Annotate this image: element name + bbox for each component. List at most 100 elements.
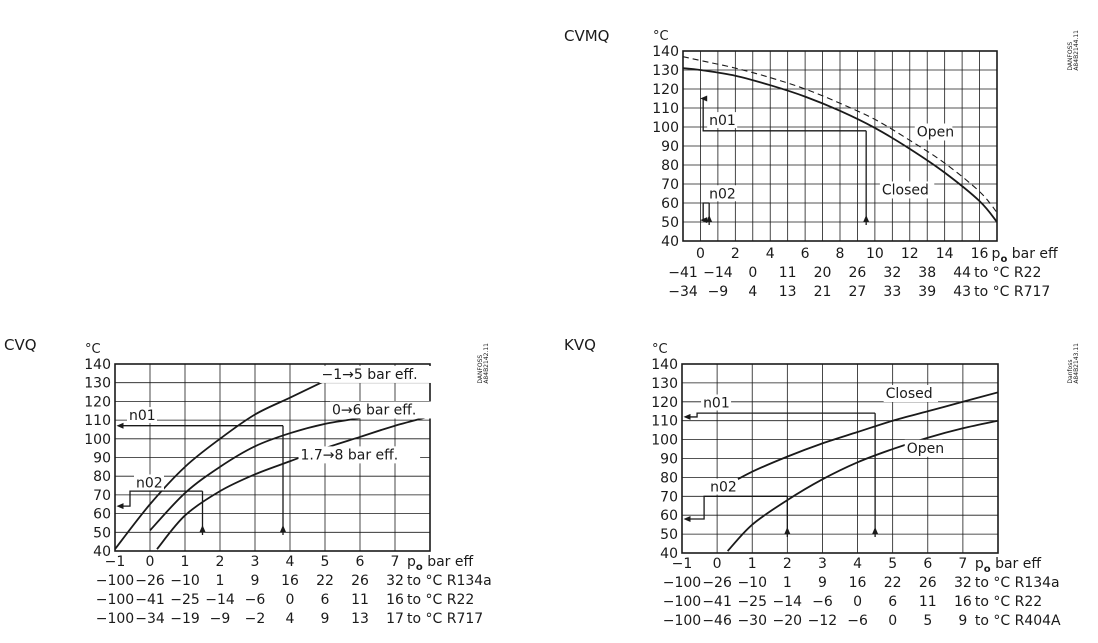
cvmq-row0-value: −41 xyxy=(668,265,698,281)
cvmq-annotation-1: n02 xyxy=(709,186,736,202)
cvq-ytick-label: 130 xyxy=(84,376,111,392)
cvq-row0-value: −10 xyxy=(170,573,200,589)
cvmq-plot-frame xyxy=(682,50,998,242)
cvmq-annotation-2: Open xyxy=(917,125,954,141)
cvq-row2-value: −2 xyxy=(245,611,266,627)
cvmq-label-bg-2 xyxy=(914,123,953,141)
kvq-row1-value: −25 xyxy=(737,594,767,610)
kvq-row2-value: −20 xyxy=(773,613,803,629)
cvq-row2-value: 17 xyxy=(386,611,404,627)
cvq-row0-value: 26 xyxy=(351,573,369,589)
kvq-row0-value: 1 xyxy=(783,575,792,591)
cvq-xtick-label: 0 xyxy=(146,554,155,570)
cvq-xtick-label: 7 xyxy=(391,554,400,570)
kvq-label-bg-n02 xyxy=(708,478,739,495)
kvq-row2-value: 5 xyxy=(923,613,932,629)
cvq-row1-value: −14 xyxy=(205,592,235,608)
cvq-xtick-label: 2 xyxy=(216,554,225,570)
cvq-row2-suffix: to °C R717 xyxy=(407,611,483,627)
cvq-row2-value: 13 xyxy=(351,611,369,627)
kvq-row1-value: −41 xyxy=(702,594,732,610)
cvq-row1-value: 16 xyxy=(386,592,404,608)
kvq-annotation-0: n01 xyxy=(703,395,730,411)
kvq-xtick-label: 5 xyxy=(888,556,897,572)
cvq-ytick-label: 90 xyxy=(93,451,111,467)
cvq-annotation-0: n01 xyxy=(129,408,156,424)
cvmq-row1-value: 21 xyxy=(814,284,832,300)
cvq-xtick-label: 6 xyxy=(356,554,365,570)
cvq-row1-value: 6 xyxy=(321,592,330,608)
cvq-uparrow-n01 xyxy=(280,525,286,532)
cvmq-annotation-0: n01 xyxy=(709,113,736,129)
kvq-row0-value: −100 xyxy=(663,575,701,591)
cvq-row1-value: −6 xyxy=(245,592,266,608)
cvq-ytick-label: 70 xyxy=(93,488,111,504)
cvq-row2-value: −34 xyxy=(135,611,165,627)
cvq-arrow-n02 xyxy=(116,503,124,510)
kvq-row1-suffix: to °C R22 xyxy=(975,594,1042,610)
kvq-xlabel-p: p xyxy=(975,556,984,572)
kvq-ytick-label: 70 xyxy=(660,489,678,505)
cvq-row1-suffix: to °C R22 xyxy=(407,592,474,608)
cvmq-row1-value: 13 xyxy=(779,284,797,300)
kvq-row0-value: 22 xyxy=(884,575,902,591)
kvq-row0-value: 26 xyxy=(919,575,937,591)
kvq-ytick-label: 50 xyxy=(660,527,678,543)
cvq-label-bg-4 xyxy=(298,446,421,464)
kvq-series-0 xyxy=(716,391,998,492)
cvq-xtick-label: 4 xyxy=(286,554,295,570)
kvq-ylabel: °C xyxy=(652,342,668,357)
cvmq-row1-value: −34 xyxy=(668,284,698,300)
kvq-annotation-3: Open xyxy=(907,441,944,457)
kvq-ytick-label: 80 xyxy=(660,470,678,486)
cvmq-ytick-label: 100 xyxy=(652,120,679,136)
kvq-ytick-label: 110 xyxy=(651,414,678,430)
cvmq-ytick-label: 80 xyxy=(661,158,679,174)
cvmq-row0-value: 32 xyxy=(883,265,901,281)
kvq-row0-value: −10 xyxy=(737,575,767,591)
kvq-row1-value: 16 xyxy=(954,594,972,610)
kvq-row2-suffix: to °C R404A xyxy=(975,613,1061,629)
cvq-ylabel: °C xyxy=(85,342,101,357)
cvq-row2-value: −9 xyxy=(210,611,231,627)
cvq-row1-value: 11 xyxy=(351,592,369,608)
cvq-ytick-label: 100 xyxy=(84,432,111,448)
cvq-row0-value: 32 xyxy=(386,573,404,589)
kvq-row2-value: −6 xyxy=(847,613,868,629)
cvq-xtick-label: 5 xyxy=(321,554,330,570)
kvq-leader-n01 xyxy=(685,412,876,418)
cvmq-row0-value: 20 xyxy=(814,265,832,281)
cvmq-row1-value: 33 xyxy=(883,284,901,300)
cvq-row0-value: −100 xyxy=(96,573,134,589)
cvq-ytick-label: 120 xyxy=(84,394,111,410)
kvq-ytick-label: 40 xyxy=(660,546,678,562)
kvq-xlabel-rest: bar eff xyxy=(991,556,1042,572)
cvq-ytick-label: 50 xyxy=(93,525,111,541)
cvmq-xtick-label: 14 xyxy=(936,246,954,262)
kvq-ytick-label: 130 xyxy=(651,376,678,392)
cvq-xtick-label: 3 xyxy=(251,554,260,570)
cvmq-ytick-label: 60 xyxy=(661,196,679,212)
cvq-series-2 xyxy=(156,415,430,550)
cvq-row1-value: 0 xyxy=(286,592,295,608)
cvq-row1-value: −25 xyxy=(170,592,200,608)
cvmq-arrow-n01 xyxy=(700,95,708,102)
cvmq-series-1 xyxy=(683,56,997,213)
kvq-row2-value: −30 xyxy=(737,613,767,629)
cvq-row2-value: 9 xyxy=(321,611,330,627)
kvq-series-1 xyxy=(726,419,998,552)
kvq-row1-value: 6 xyxy=(888,594,897,610)
cvq-xlabel-sub: o xyxy=(416,562,423,573)
cvq-xlabel-p: p xyxy=(407,554,416,570)
kvq-xtick-label: 1 xyxy=(748,556,757,572)
cvmq-row0-value: 26 xyxy=(849,265,867,281)
cvmq-row1-value: 27 xyxy=(849,284,867,300)
kvq-row2-value: 9 xyxy=(958,613,967,629)
cvq-row2-value: −100 xyxy=(96,611,134,627)
kvq-ytick-label: 140 xyxy=(651,357,678,373)
cvq-xlabel-rest: bar eff xyxy=(423,554,474,570)
kvq-row2-value: 0 xyxy=(888,613,897,629)
kvq-title: KVQ xyxy=(564,336,596,354)
